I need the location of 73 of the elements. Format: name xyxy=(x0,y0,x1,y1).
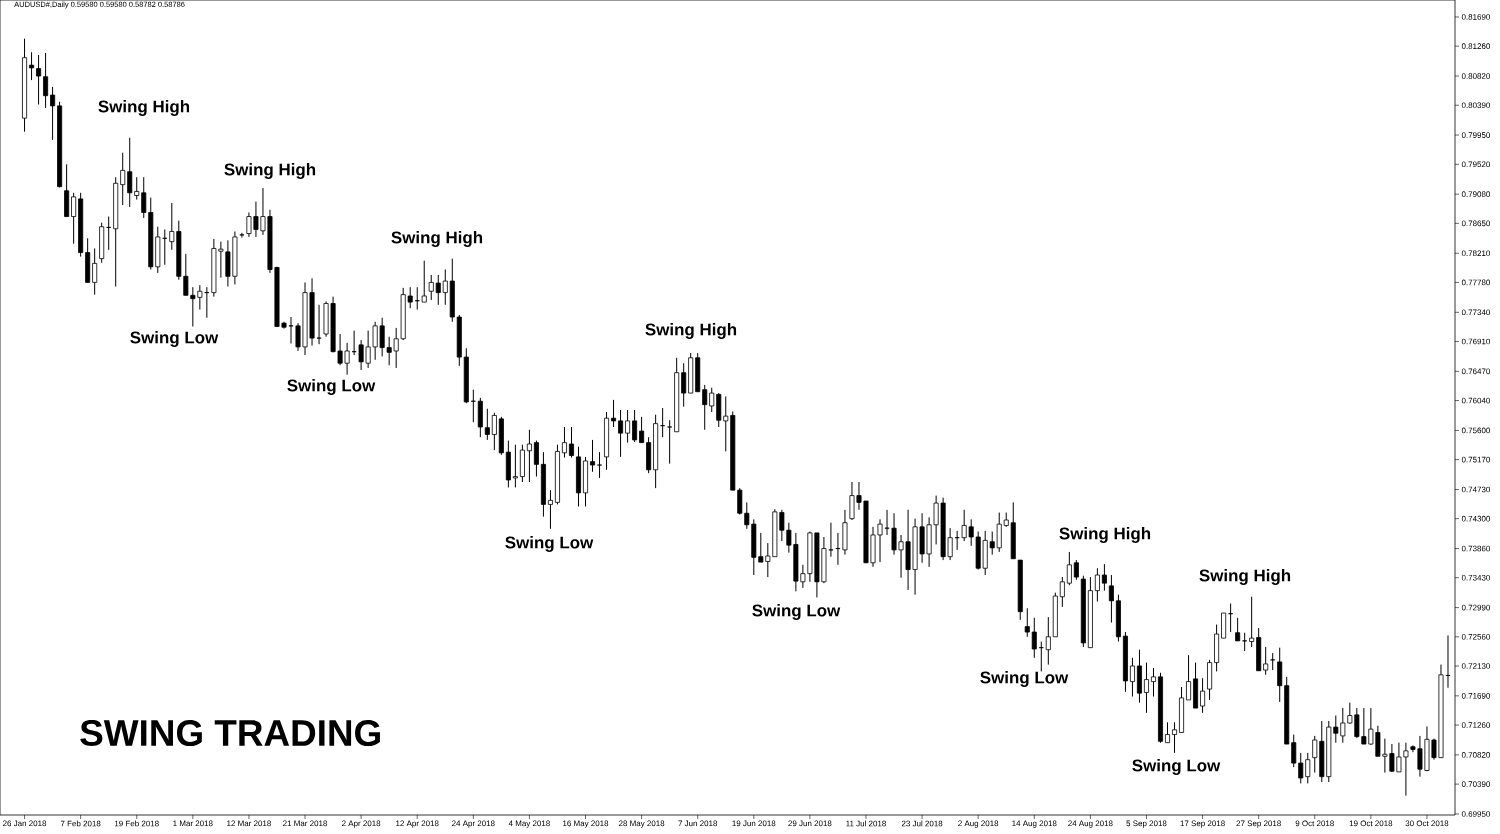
candlestick xyxy=(1305,752,1311,784)
candlestick xyxy=(1073,559,1079,581)
annotation: Swing Low xyxy=(980,671,1069,687)
candlestick xyxy=(421,260,427,303)
candlestick xyxy=(43,52,49,109)
candlestick xyxy=(1059,576,1065,608)
annotation: Swing High xyxy=(645,323,737,339)
candlestick xyxy=(1094,567,1100,602)
text: SWING TRADING xyxy=(80,719,380,747)
candlestick xyxy=(1242,632,1248,652)
annotation: Swing Low xyxy=(752,604,841,620)
candlestick xyxy=(632,409,638,443)
annotation: Swing Low xyxy=(130,331,219,347)
candlestick xyxy=(1172,721,1178,754)
annotation: Swing High xyxy=(391,231,483,247)
candlestick xyxy=(442,269,448,306)
candlestick xyxy=(92,247,98,296)
candlestick xyxy=(1200,677,1206,714)
candlestick xyxy=(491,412,497,451)
candlestick xyxy=(1277,647,1283,703)
annotation: Swing Low xyxy=(1132,759,1221,775)
candlestick xyxy=(590,439,596,473)
candlestick xyxy=(512,444,518,488)
candlestick xyxy=(1024,607,1030,638)
annotation: Swing High xyxy=(1199,569,1291,585)
candlestick xyxy=(134,176,140,201)
annotation: Swing High xyxy=(1059,527,1151,543)
annotation: Swing High xyxy=(224,163,316,179)
candlestick xyxy=(547,489,553,530)
candlestick xyxy=(568,426,574,459)
candlestick xyxy=(625,409,631,444)
annotation: Swing Low xyxy=(287,379,376,395)
candlestick xyxy=(1101,563,1107,592)
candlestick xyxy=(484,408,490,441)
candlestick xyxy=(611,399,617,428)
candlestick xyxy=(702,384,708,431)
candlestick xyxy=(667,419,673,465)
candlestick xyxy=(1186,654,1192,701)
candlestick xyxy=(120,152,126,206)
candlestick xyxy=(597,451,603,479)
annotation: Swing Low xyxy=(505,536,594,552)
candlestick xyxy=(50,86,56,141)
candlestick xyxy=(526,429,532,483)
candlestick xyxy=(316,304,322,345)
candlestick xyxy=(1291,734,1297,768)
candlestick xyxy=(1066,551,1072,586)
annotation: Swing High xyxy=(98,100,190,116)
candlestick xyxy=(1298,752,1304,784)
candlestick xyxy=(1249,596,1255,648)
candlestick xyxy=(1031,617,1037,659)
candlestick xyxy=(709,387,715,413)
candlestick xyxy=(561,426,567,459)
candlestick xyxy=(1045,616,1051,666)
candlestick xyxy=(435,274,441,306)
candlestick xyxy=(1129,657,1135,698)
candlestick xyxy=(681,362,687,408)
candlestick xyxy=(127,137,133,208)
candlestick xyxy=(71,192,77,245)
candlestick xyxy=(239,232,245,239)
candlestick xyxy=(1235,617,1241,642)
candlestick xyxy=(1263,646,1269,676)
candlestick xyxy=(1143,662,1149,714)
candlestick xyxy=(1150,667,1156,698)
candlestick xyxy=(428,274,434,301)
candlestick xyxy=(1108,574,1114,624)
candlestick xyxy=(533,440,539,478)
candlestick xyxy=(618,409,624,458)
candlestick xyxy=(1165,721,1171,744)
candlestick xyxy=(639,416,645,444)
candlestick xyxy=(288,316,294,345)
candlestick xyxy=(29,51,35,81)
candlestick xyxy=(828,522,834,558)
candlestick xyxy=(36,54,42,106)
